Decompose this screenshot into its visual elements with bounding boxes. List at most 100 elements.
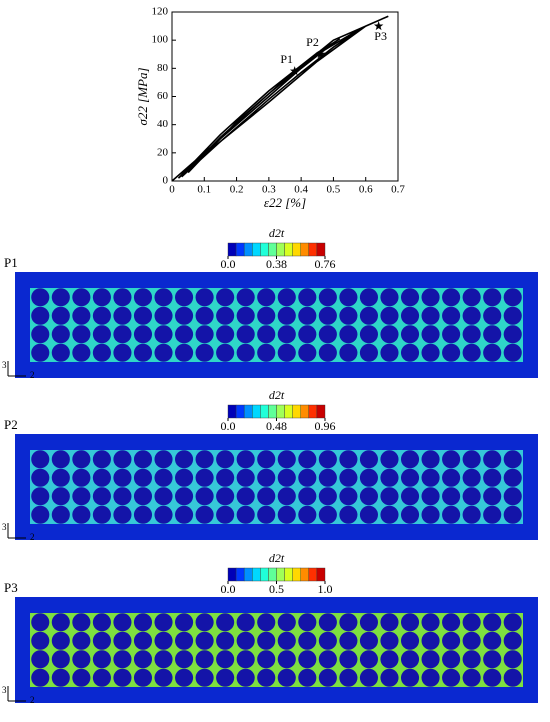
fiber [113,613,132,632]
fiber [359,650,378,669]
fiber [154,631,173,650]
x-tick-label: 0.1 [197,184,211,196]
colorbar-cell [227,567,237,582]
fiber [113,288,132,307]
colorbar-tick-label: 0.76 [315,257,336,271]
fiber [442,487,461,506]
x-tick-label: 0.4 [294,184,308,196]
colorbar-cell [300,567,310,582]
fiber [72,668,91,687]
fiber [195,631,214,650]
fiber [175,288,194,307]
colorbar-cell [276,242,285,257]
fiber [257,650,276,669]
fiber [462,505,481,524]
fiber [318,288,337,307]
fiber [339,325,358,344]
colorbar-cell [316,567,326,582]
colorbar-tick-label: 0.0 [221,257,236,271]
fiber [257,343,276,362]
fiber [113,450,132,469]
x-tick-label: 0.5 [327,184,341,196]
fiber [92,343,111,362]
fiber [462,288,481,307]
fiber [339,505,358,524]
fiber [503,325,522,344]
fiber [92,450,111,469]
fiber [400,668,420,687]
fiber [359,613,378,632]
fiber [298,613,317,632]
colorbar-cell [292,242,301,257]
colorbar-cell [227,404,237,419]
fiber [277,306,296,325]
fiber [400,288,420,307]
colorbar-cell [235,404,245,419]
fiber [359,450,378,469]
x-tick-label: 0.2 [230,184,244,196]
fiber [133,613,153,632]
colorbar-cell [316,404,326,419]
fiber [175,343,194,362]
fiber [442,288,461,307]
fiber [72,288,91,307]
fiber [236,343,255,362]
fiber [257,613,276,632]
colorbar-cell [268,404,277,419]
x-tick-label: 0 [169,184,175,196]
fiber [31,450,50,469]
fiber [72,343,91,362]
fiber [298,487,317,506]
fiber [72,450,91,469]
fiber [154,487,173,506]
fiber [31,668,50,687]
point-label: P1 [280,52,293,66]
fiber [133,468,153,487]
fiber [31,325,50,344]
fiber [31,343,50,362]
fiber [195,613,214,632]
fiber [31,306,50,325]
fiber [236,650,255,669]
fiber [175,468,194,487]
fiber [236,668,255,687]
fiber [421,631,440,650]
fiber [483,613,502,632]
fiber [113,325,132,344]
fiber [154,650,173,669]
panel-fiber-zone [30,450,523,524]
fiber [195,343,214,362]
data-line [171,15,389,182]
fiber [359,306,378,325]
fiber [400,650,420,669]
colorbar-cell [284,567,293,582]
y-tick-label: 80 [157,62,169,74]
fiber [175,325,194,344]
fiber [380,650,399,669]
y-axis-label: σ22 [MPa] [135,67,150,125]
x-axis-label: ε22 [%] [264,195,306,210]
y-tick-label: 100 [152,34,169,46]
fiber [72,650,91,669]
y-tick-label: 20 [157,146,169,158]
colorbar-tick-label: 0.0 [221,419,236,433]
fiber [359,487,378,506]
fiber [31,613,50,632]
colorbar-cell [260,242,269,257]
fiber [483,650,502,669]
fiber [277,631,296,650]
fiber [277,343,296,362]
fiber [359,631,378,650]
y-tick-label: 60 [157,90,169,102]
fiber [31,487,50,506]
fiber [236,613,255,632]
fiber [442,631,461,650]
star-marker [289,66,300,76]
fiber [51,288,70,307]
fiber [216,668,235,687]
fiber [277,450,296,469]
y-tick-label: 0 [163,175,169,187]
x-tick-label: 0.7 [391,184,405,196]
fiber [298,343,317,362]
fiber [483,325,502,344]
